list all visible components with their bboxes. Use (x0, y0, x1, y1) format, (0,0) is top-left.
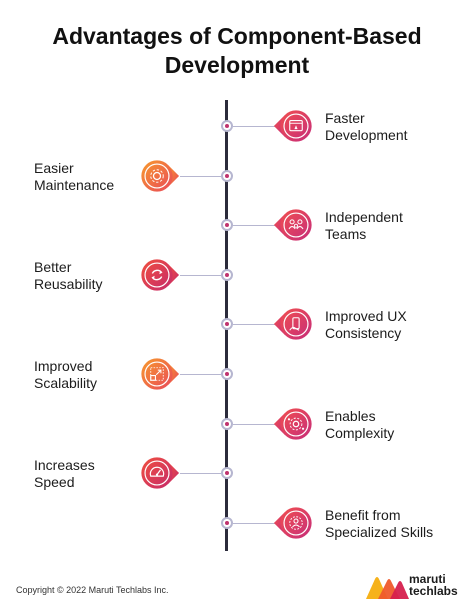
timeline-dot (220, 418, 233, 430)
timeline-dot (220, 368, 233, 380)
item-label-line: Consistency (325, 325, 402, 341)
copyright-text: Copyright © 2022 Maruti Techlabs Inc. (16, 585, 169, 595)
maruti-techlabs-logo-icon (366, 577, 409, 599)
timeline-dot (220, 170, 233, 182)
title-line-2: Development (164, 52, 310, 78)
timeline-connector (232, 424, 283, 425)
item-label: Easier Maintenance (34, 160, 114, 194)
refresh-icon (141, 259, 180, 291)
item-label: Increases Speed (34, 457, 95, 491)
gear-icon (141, 160, 180, 192)
page-title: Advantages of Component-Based Developmen… (0, 22, 474, 80)
timeline-connector (180, 275, 221, 276)
item-label-line: Teams (325, 226, 367, 242)
resize-icon (141, 358, 180, 390)
mobile-hand-icon (273, 308, 312, 340)
item-label: Better Reusability (34, 259, 102, 293)
item-label-line: Scalability (34, 375, 98, 391)
timeline-dot (220, 219, 233, 231)
item-label-line: Faster (325, 110, 365, 126)
timeline-dot (220, 467, 233, 479)
timeline-dot (220, 269, 233, 281)
item-label-line: Development (325, 127, 408, 143)
item-label-line: Specialized Skills (325, 524, 434, 540)
item-label: Enables Complexity (325, 408, 394, 442)
speedometer-icon (141, 457, 180, 489)
item-label-line: Enables (325, 408, 376, 424)
timeline-connector (180, 374, 221, 375)
item-label: Faster Development (325, 110, 408, 144)
item-label-line: Complexity (325, 425, 395, 441)
specialist-icon (273, 507, 312, 539)
item-label-line: Improved (34, 358, 93, 374)
rocket-browser-icon (273, 110, 312, 142)
item-label: Independent Teams (325, 209, 403, 243)
timeline-dot (220, 318, 233, 330)
item-label-line: Maintenance (34, 177, 115, 193)
item-label-line: Easier (34, 160, 74, 176)
item-label-line: Improved UX (325, 308, 407, 324)
timeline-connector (232, 324, 283, 325)
item-label-line: Better (34, 259, 72, 275)
timeline-dot (220, 120, 233, 132)
item-label: Improved UX Consistency (325, 308, 407, 342)
logo-wordmark: maruti techlabs (409, 573, 458, 597)
item-label-line: Independent (325, 209, 403, 225)
timeline-dot (220, 517, 233, 529)
item-label-line: Reusability (34, 276, 103, 292)
logo-line-2: techlabs (409, 584, 458, 598)
timeline-connector (232, 126, 283, 127)
title-line-1: Advantages of Component-Based (52, 23, 422, 49)
item-label: Improved Scalability (34, 358, 97, 392)
timeline-connector (180, 473, 221, 474)
item-label-line: Increases (34, 457, 95, 473)
timeline-connector (180, 176, 221, 177)
logo-line-1: maruti (409, 572, 446, 586)
item-label-line: Benefit from (325, 507, 401, 523)
cog-network-icon (273, 408, 312, 440)
item-label: Benefit from Specialized Skills (325, 507, 433, 541)
timeline-connector (232, 523, 283, 524)
item-label-line: Speed (34, 474, 75, 490)
timeline-connector (232, 225, 283, 226)
team-icon (273, 209, 312, 241)
